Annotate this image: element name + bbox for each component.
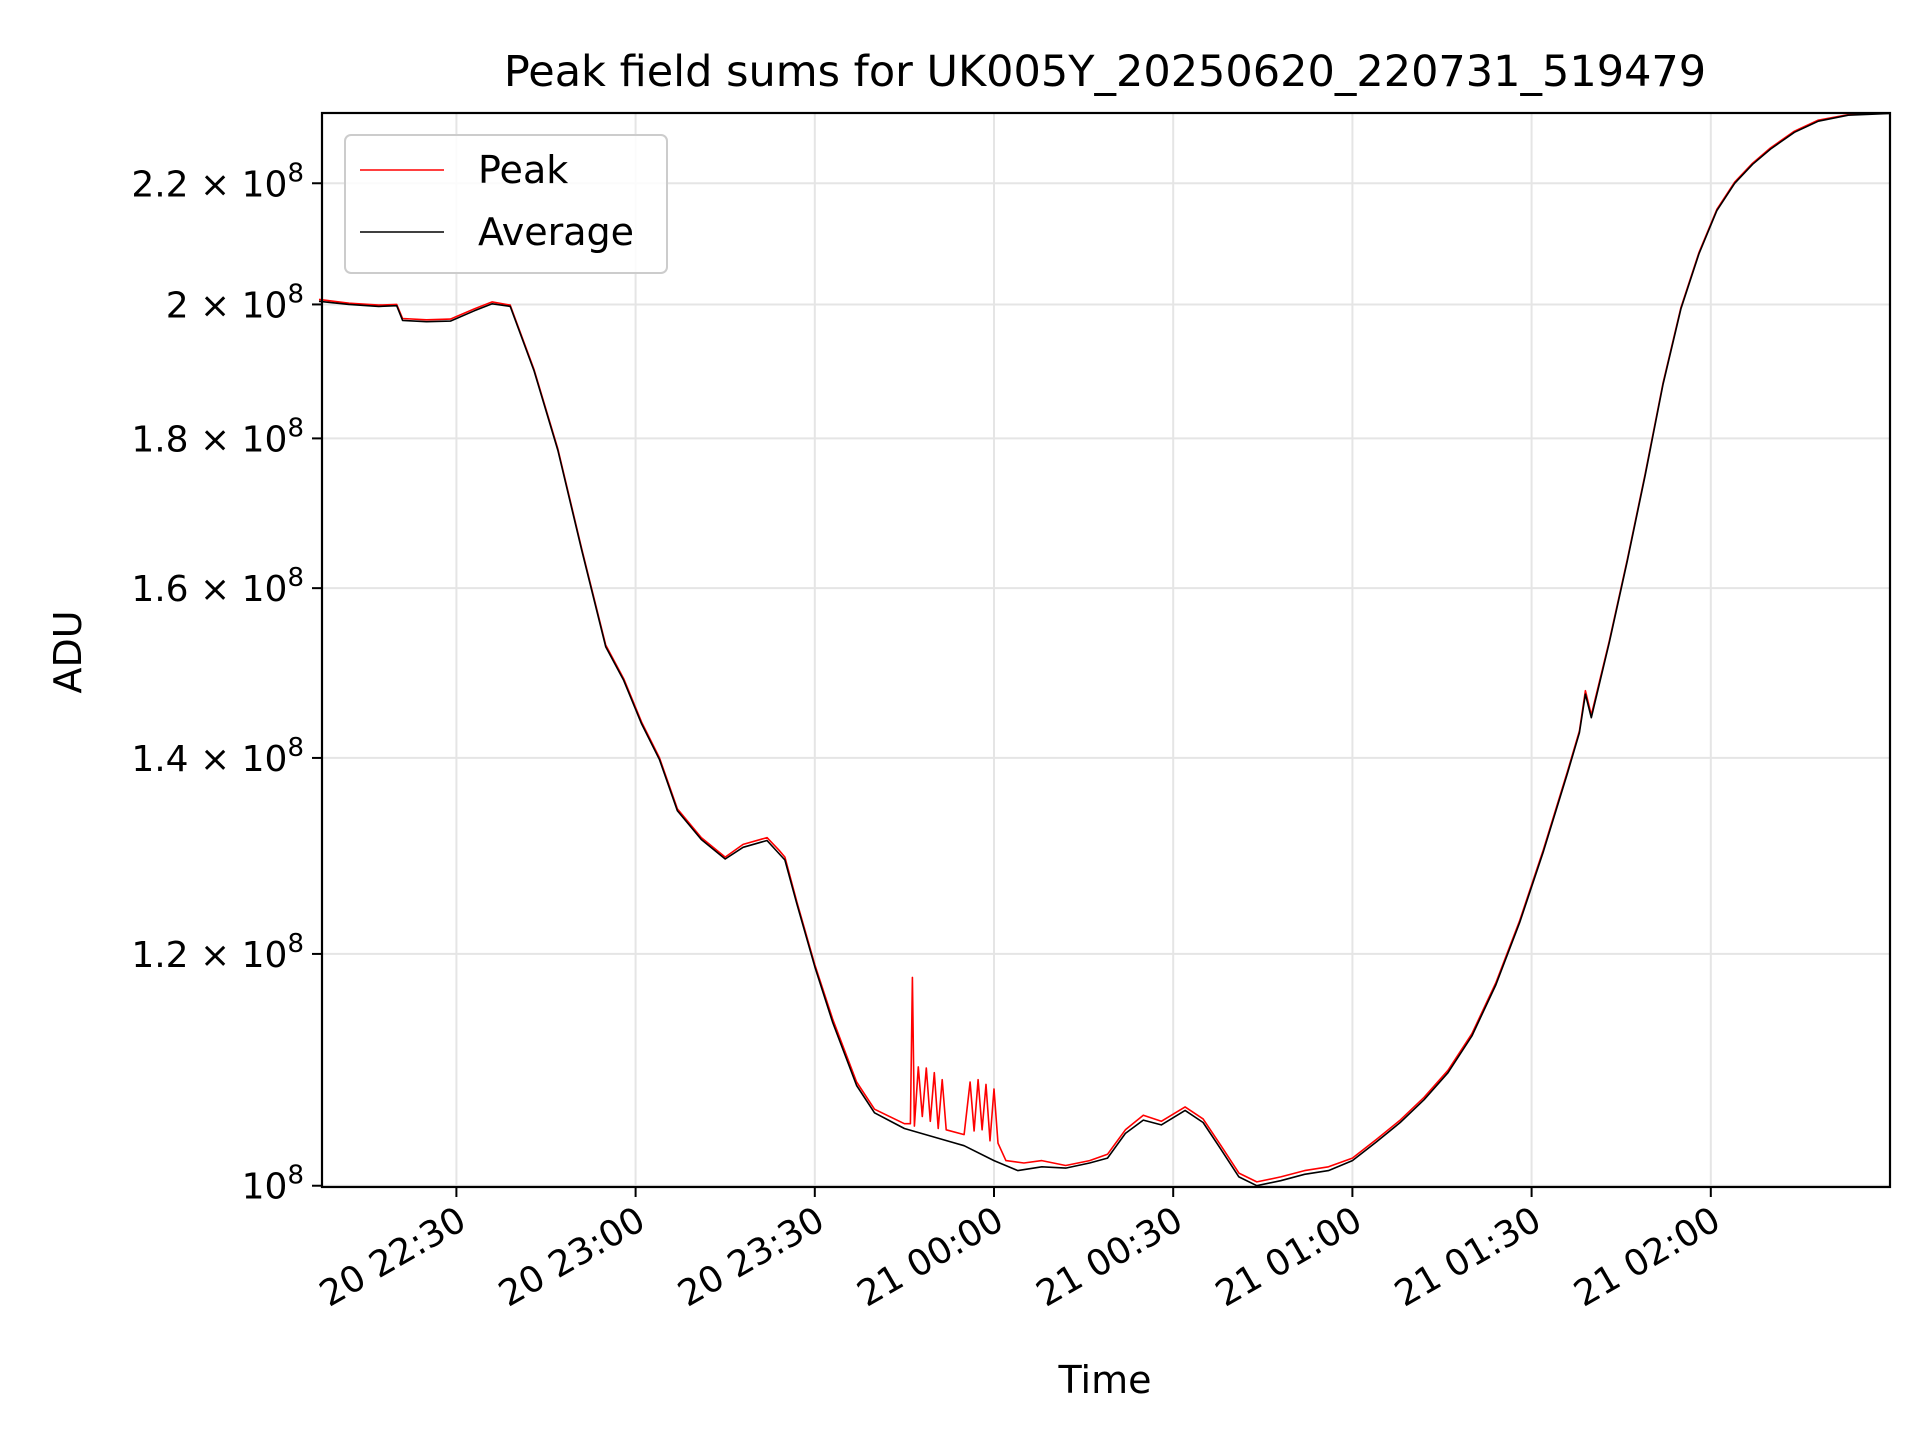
x-tick-label: 21 00:00 — [851, 1199, 1011, 1315]
y-tick-label: 2.2 × 108 — [131, 158, 304, 205]
y-tick-label: 1.6 × 108 — [131, 563, 304, 610]
plot-frame — [320, 111, 1892, 1189]
y-axis-label: ADU — [46, 610, 90, 693]
grid — [322, 113, 1890, 1187]
y-tick-label: 2 × 108 — [166, 279, 304, 326]
x-tick-label: 20 23:00 — [492, 1199, 652, 1315]
legend: Peak Average — [344, 134, 668, 274]
legend-label-peak: Peak — [478, 148, 568, 192]
plot-series — [318, 112, 1891, 1187]
x-tick-label: 21 01:00 — [1209, 1199, 1369, 1315]
y-tick-label: 1.2 × 108 — [131, 929, 304, 976]
x-tick-label: 20 23:30 — [671, 1199, 831, 1315]
y-axis-ticks: 108 1.2 × 108 1.4 × 108 1.6 × 108 1.8 × 108 2… — [131, 158, 322, 1208]
x-tick-label: 21 00:30 — [1030, 1199, 1190, 1315]
x-axis-ticks: 20 22:30 20 23:00 20 23:30 21 00:00 21 00:30… — [313, 1187, 1727, 1315]
y-tick-label: 1.8 × 108 — [131, 413, 304, 460]
chart-title: Peak field sums for UK005Y_20250620_2207… — [504, 47, 1706, 97]
x-tick-label: 20 22:30 — [313, 1199, 473, 1315]
x-axis-label: Time — [1058, 1358, 1152, 1402]
y-tick-label: 108 — [242, 1161, 304, 1208]
y-tick-label: 1.4 × 108 — [131, 733, 304, 780]
series-line-average — [318, 112, 1891, 1187]
x-tick-label: 21 02:00 — [1567, 1199, 1727, 1315]
legend-label-average: Average — [478, 210, 634, 254]
x-tick-label: 21 01:30 — [1388, 1199, 1548, 1315]
